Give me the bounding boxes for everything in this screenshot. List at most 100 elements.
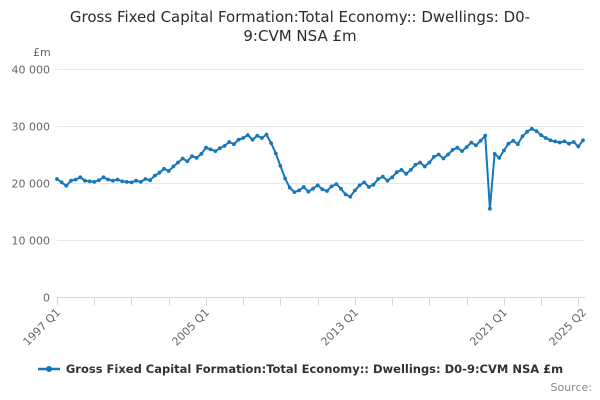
series-marker bbox=[73, 177, 78, 182]
x-tick-label: 2005 Q1 bbox=[170, 306, 213, 349]
series-marker bbox=[222, 144, 227, 148]
series-marker bbox=[529, 126, 534, 131]
series-marker bbox=[343, 192, 348, 197]
series-marker bbox=[199, 152, 204, 156]
series-marker bbox=[506, 141, 511, 146]
series-marker bbox=[227, 140, 232, 144]
series-marker bbox=[408, 168, 413, 172]
series-marker bbox=[376, 177, 381, 181]
series-marker bbox=[157, 170, 162, 175]
series-marker bbox=[301, 185, 306, 189]
series-marker bbox=[329, 184, 334, 189]
series-marker bbox=[101, 175, 106, 180]
series-marker bbox=[469, 140, 474, 145]
series-marker bbox=[204, 145, 208, 150]
series-marker bbox=[292, 190, 297, 195]
series-marker bbox=[548, 138, 553, 143]
series-marker bbox=[236, 137, 241, 142]
y-axis-unit-label: £m bbox=[33, 46, 51, 59]
y-tick-label: 20 000 bbox=[12, 178, 51, 191]
series-marker bbox=[241, 136, 246, 140]
series-marker bbox=[413, 162, 418, 167]
series-marker bbox=[311, 186, 315, 191]
series-line[interactable] bbox=[55, 126, 585, 211]
y-tick-label: 0 bbox=[43, 292, 50, 305]
series-marker bbox=[450, 148, 455, 152]
series-marker bbox=[474, 143, 478, 148]
series-marker bbox=[576, 144, 581, 149]
chart-title-text: Gross Fixed Capital Formation:Total Econ… bbox=[69, 8, 531, 46]
series-marker bbox=[441, 156, 446, 161]
series-marker bbox=[208, 147, 213, 152]
series-marker bbox=[213, 149, 218, 153]
series-marker bbox=[511, 138, 516, 143]
series-marker bbox=[152, 173, 157, 178]
source-label: Source: bbox=[550, 381, 593, 394]
series-marker bbox=[427, 160, 432, 165]
series-marker bbox=[534, 129, 539, 133]
y-tick-label: 40 000 bbox=[12, 64, 51, 77]
series-marker bbox=[78, 175, 83, 180]
series-marker bbox=[97, 178, 101, 183]
series-marker bbox=[106, 177, 111, 182]
series-marker bbox=[315, 183, 320, 188]
series-marker bbox=[190, 154, 194, 159]
series-marker bbox=[115, 177, 120, 182]
legend-label: Gross Fixed Capital Formation:Total Econ… bbox=[65, 362, 564, 376]
series-marker bbox=[111, 178, 115, 183]
series-marker bbox=[120, 179, 125, 184]
series-marker bbox=[353, 188, 357, 193]
series-marker bbox=[297, 188, 301, 193]
series-marker bbox=[422, 164, 427, 169]
series-marker bbox=[525, 129, 529, 134]
series-marker bbox=[557, 140, 562, 145]
x-tick-label: 1997 Q1 bbox=[21, 306, 64, 349]
series-marker bbox=[278, 164, 283, 168]
series-marker bbox=[460, 149, 464, 153]
series-marker bbox=[492, 152, 497, 156]
series-marker bbox=[367, 185, 371, 189]
series-marker bbox=[148, 178, 153, 183]
legend-item[interactable]: Gross Fixed Capital Formation:Total Econ… bbox=[0, 362, 600, 376]
plot-area: 0 10 000 20 000 30 000 40 000 1997 Q1 2005 Q1 2… bbox=[12, 64, 590, 349]
series-marker bbox=[171, 164, 176, 169]
series-marker bbox=[92, 180, 97, 184]
series-marker bbox=[273, 151, 278, 156]
series-marker bbox=[581, 138, 585, 143]
series-marker bbox=[138, 180, 143, 184]
series-marker bbox=[483, 133, 488, 138]
y-tick-label: 10 000 bbox=[12, 235, 51, 248]
series-marker bbox=[218, 146, 222, 151]
series-marker bbox=[306, 189, 311, 194]
series-marker bbox=[362, 180, 367, 185]
series-marker bbox=[455, 145, 460, 150]
series-marker bbox=[488, 206, 492, 211]
x-tick-label: 2013 Q1 bbox=[318, 306, 361, 349]
series-marker bbox=[446, 152, 450, 157]
series-marker bbox=[185, 159, 190, 164]
series-marker bbox=[124, 180, 129, 184]
series-marker bbox=[339, 186, 343, 191]
series-marker bbox=[250, 137, 255, 142]
series-marker bbox=[320, 187, 325, 192]
series-marker bbox=[64, 183, 69, 188]
x-tick-label: 2025 Q2 bbox=[547, 306, 590, 349]
series-marker bbox=[180, 156, 185, 161]
series-marker bbox=[432, 154, 436, 159]
series-marker bbox=[255, 133, 260, 138]
series-marker bbox=[464, 145, 469, 149]
series-marker bbox=[515, 142, 520, 147]
series-marker bbox=[553, 139, 557, 144]
series-marker bbox=[269, 141, 273, 145]
series-marker bbox=[394, 170, 399, 175]
series-marker bbox=[287, 185, 292, 190]
series-marker bbox=[245, 133, 250, 137]
series-marker bbox=[562, 139, 567, 144]
series-marker bbox=[497, 156, 502, 160]
series-marker bbox=[390, 175, 395, 180]
chart-title: Gross Fixed Capital Formation:Total Econ… bbox=[30, 8, 570, 46]
y-tick-label: 30 000 bbox=[12, 121, 51, 134]
series-marker bbox=[83, 178, 87, 183]
series-marker bbox=[478, 138, 483, 143]
